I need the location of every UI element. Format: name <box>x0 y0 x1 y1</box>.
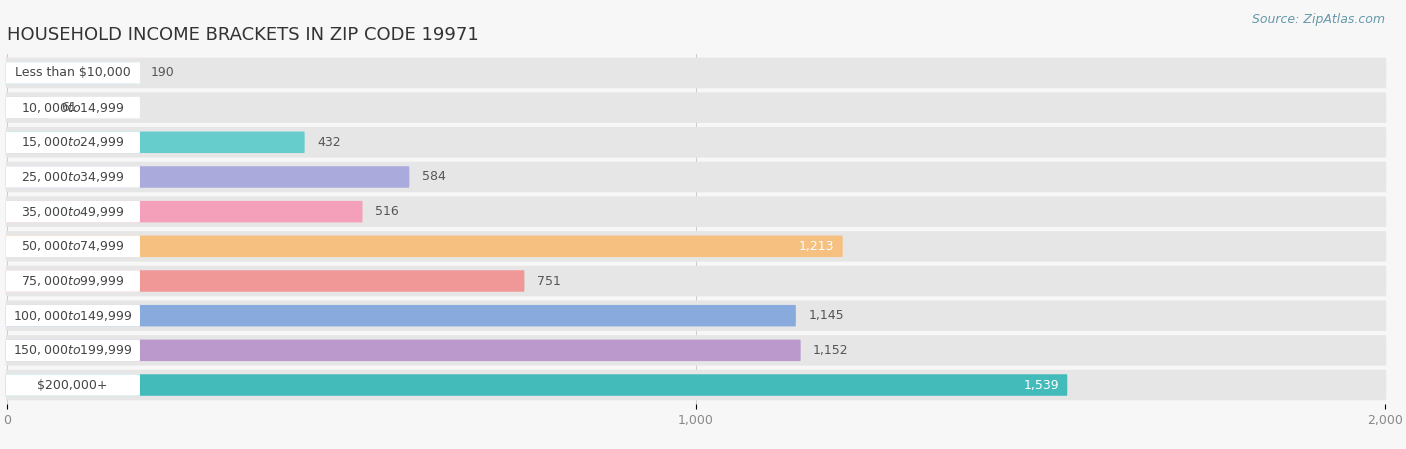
Text: Source: ZipAtlas.com: Source: ZipAtlas.com <box>1251 13 1385 26</box>
FancyBboxPatch shape <box>6 166 409 188</box>
Text: 1,213: 1,213 <box>799 240 834 253</box>
FancyBboxPatch shape <box>6 305 141 326</box>
FancyBboxPatch shape <box>6 127 1386 158</box>
FancyBboxPatch shape <box>6 57 1386 88</box>
Text: $50,000 to $74,999: $50,000 to $74,999 <box>21 239 124 253</box>
FancyBboxPatch shape <box>6 132 305 153</box>
FancyBboxPatch shape <box>6 231 1386 262</box>
FancyBboxPatch shape <box>6 132 141 153</box>
Text: 190: 190 <box>150 66 174 79</box>
Text: 1,539: 1,539 <box>1024 379 1059 392</box>
FancyBboxPatch shape <box>6 236 842 257</box>
Text: 516: 516 <box>375 205 399 218</box>
FancyBboxPatch shape <box>6 166 141 188</box>
FancyBboxPatch shape <box>6 236 141 257</box>
FancyBboxPatch shape <box>6 162 1386 192</box>
FancyBboxPatch shape <box>6 62 138 84</box>
FancyBboxPatch shape <box>6 97 49 119</box>
FancyBboxPatch shape <box>6 339 800 361</box>
FancyBboxPatch shape <box>6 335 1386 365</box>
FancyBboxPatch shape <box>6 339 141 361</box>
FancyBboxPatch shape <box>6 374 141 396</box>
Text: 584: 584 <box>422 171 446 184</box>
Text: 432: 432 <box>318 136 340 149</box>
Text: Less than $10,000: Less than $10,000 <box>14 66 131 79</box>
FancyBboxPatch shape <box>6 92 1386 123</box>
FancyBboxPatch shape <box>6 270 524 292</box>
Text: 1,145: 1,145 <box>808 309 844 322</box>
FancyBboxPatch shape <box>6 97 141 119</box>
Text: $75,000 to $99,999: $75,000 to $99,999 <box>21 274 124 288</box>
FancyBboxPatch shape <box>6 300 1386 331</box>
Text: 751: 751 <box>537 274 561 287</box>
FancyBboxPatch shape <box>6 196 1386 227</box>
FancyBboxPatch shape <box>6 270 141 292</box>
Text: HOUSEHOLD INCOME BRACKETS IN ZIP CODE 19971: HOUSEHOLD INCOME BRACKETS IN ZIP CODE 19… <box>7 26 479 44</box>
Text: $10,000 to $14,999: $10,000 to $14,999 <box>21 101 124 114</box>
Text: $100,000 to $149,999: $100,000 to $149,999 <box>13 308 132 323</box>
Text: 1,152: 1,152 <box>813 344 849 357</box>
Text: 61: 61 <box>62 101 77 114</box>
FancyBboxPatch shape <box>6 370 1386 401</box>
Text: $150,000 to $199,999: $150,000 to $199,999 <box>13 343 132 357</box>
FancyBboxPatch shape <box>6 62 141 84</box>
FancyBboxPatch shape <box>6 374 1067 396</box>
FancyBboxPatch shape <box>6 305 796 326</box>
Text: $15,000 to $24,999: $15,000 to $24,999 <box>21 135 124 150</box>
Text: $200,000+: $200,000+ <box>37 379 108 392</box>
FancyBboxPatch shape <box>6 201 363 222</box>
Text: $35,000 to $49,999: $35,000 to $49,999 <box>21 205 124 219</box>
FancyBboxPatch shape <box>6 266 1386 296</box>
FancyBboxPatch shape <box>6 201 141 222</box>
Text: $25,000 to $34,999: $25,000 to $34,999 <box>21 170 124 184</box>
